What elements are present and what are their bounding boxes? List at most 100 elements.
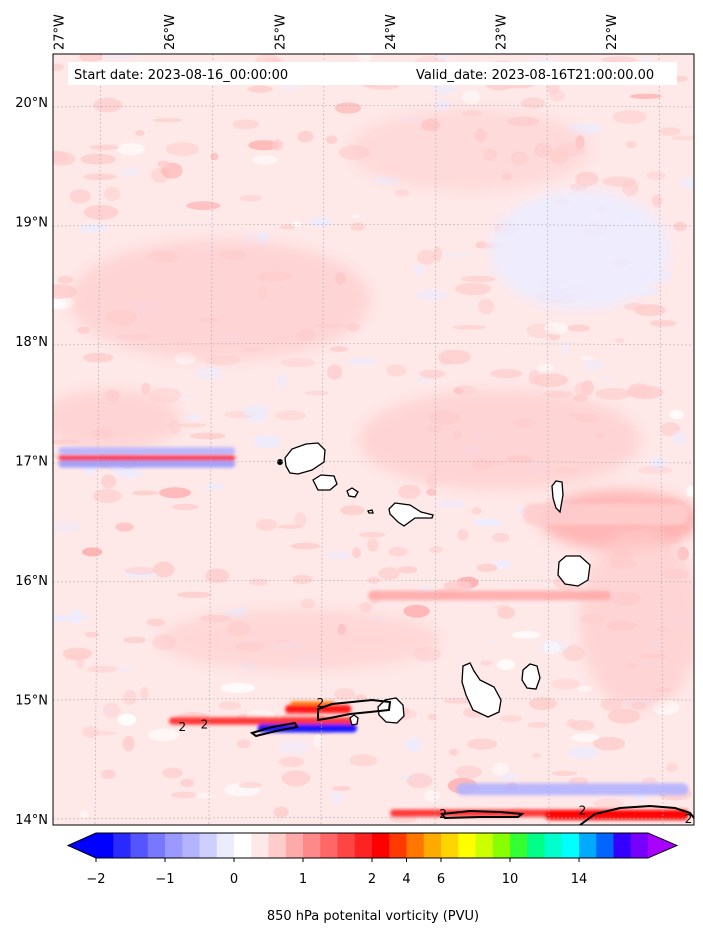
pv-speckle <box>623 302 647 311</box>
pv-speckle <box>84 631 100 638</box>
pv-speckle <box>577 685 593 692</box>
colorbar-segment <box>354 833 373 858</box>
pv-speckle <box>461 275 496 283</box>
island-fogo <box>377 697 405 724</box>
pv-speckle <box>575 171 599 187</box>
pv-speckle <box>567 746 599 759</box>
pv-speckle <box>412 264 425 276</box>
pv-speckle <box>104 54 137 61</box>
pv-speckle <box>574 382 589 397</box>
pv-speckle <box>511 631 541 639</box>
pv-speckle <box>350 222 365 231</box>
pv-speckle <box>180 778 194 788</box>
y-tick-label: 19°N <box>15 215 48 230</box>
pv-speckle <box>140 687 149 700</box>
pv-speckle <box>349 754 378 767</box>
pv-speckle <box>273 806 289 818</box>
pv-patch <box>70 240 370 360</box>
pv-speckle <box>544 322 569 335</box>
pv-speckle <box>146 618 166 627</box>
pv-speckle <box>435 54 451 60</box>
pv-speckle <box>492 762 510 776</box>
pv-speckle <box>457 529 469 541</box>
colorbar-segment <box>579 833 597 858</box>
pv-speckle <box>528 697 557 711</box>
pv-speckle <box>443 698 475 704</box>
valid-date-label: Valid_date: 2023-08-16T21:00:00.00 <box>416 68 654 83</box>
meridian-23w <box>546 54 550 825</box>
pv-speckle <box>178 394 196 400</box>
pv-speckle <box>637 466 673 475</box>
parallel-14n <box>53 817 694 820</box>
colorbar-segment <box>320 833 339 858</box>
pv-speckle <box>304 390 329 396</box>
pv-speckle <box>158 487 192 499</box>
island-brava <box>349 714 359 726</box>
pv-speckle <box>467 738 497 750</box>
pv-speckle <box>452 325 487 330</box>
pv-speckle <box>414 289 449 301</box>
coastlines <box>284 442 591 726</box>
pv-speckle <box>330 346 349 352</box>
pv-speckle <box>593 736 626 751</box>
colorbar-segment <box>165 833 183 858</box>
pv-speckle <box>666 762 678 773</box>
pv-speckle <box>141 382 151 395</box>
x-tick-label: 24°W <box>384 14 399 50</box>
colorbar-segment <box>423 833 442 858</box>
pv-speckle <box>351 214 360 219</box>
colorbar-tick-label: 4 <box>402 872 410 887</box>
pv-speckle <box>403 604 430 618</box>
pv-speckle <box>118 713 137 726</box>
pv-speckle <box>686 485 694 498</box>
pv-speckle <box>177 423 207 428</box>
pv-speckle <box>279 224 296 230</box>
pv-speckle <box>165 142 200 156</box>
pv-speckle <box>359 602 373 613</box>
meridian-22w <box>658 54 664 825</box>
pv-speckle <box>79 54 103 62</box>
pv-speckle <box>325 550 350 560</box>
pv-contour-2 <box>317 698 392 722</box>
colorbar-segment <box>613 833 632 858</box>
pv-speckle <box>486 638 496 643</box>
pv-speckle <box>455 282 491 296</box>
pv-speckle <box>101 474 116 489</box>
pv-speckle <box>82 547 103 557</box>
pv-speckle <box>476 563 498 573</box>
colorbar-segment <box>372 833 390 858</box>
pv-speckle <box>551 678 580 690</box>
colorbar-segment <box>113 833 132 858</box>
pv-speckle <box>424 790 441 802</box>
info-box <box>68 62 677 85</box>
pv-speckle <box>247 85 273 93</box>
island-santo-antao <box>284 442 326 475</box>
x-axis-tick-labels: 27°W 26°W 25°W 24°W 23°W 22°W <box>53 14 621 50</box>
pv-speckle <box>490 369 523 379</box>
pv-speckle <box>110 467 133 473</box>
colorbar-segment <box>234 833 252 858</box>
y-tick-label: 15°N <box>15 694 48 709</box>
pv-speckle <box>388 546 408 557</box>
pv-speckle <box>480 660 493 666</box>
pv-speckle <box>532 373 569 388</box>
pv-speckle <box>378 567 400 580</box>
pv-speckle <box>406 773 433 789</box>
colorbar-title: 850 hPa potenital vorticity (PVU) <box>267 909 479 924</box>
pv-speckle <box>131 490 158 496</box>
pv-speckle <box>153 117 183 123</box>
colorbar-segment <box>406 833 425 858</box>
pv-speckle <box>210 152 219 161</box>
pv-speckle <box>280 358 316 368</box>
plot-area: 2 2 2 2 2 2 <box>53 54 694 825</box>
colorbar-segment <box>199 833 218 858</box>
pv-speckle <box>300 598 315 609</box>
pv-filament <box>169 717 357 725</box>
meridian-25w <box>320 54 325 825</box>
colorbar-segment <box>303 833 321 858</box>
x-tick-label: 27°W <box>53 14 68 50</box>
pv-speckle <box>473 518 503 527</box>
pv-speckle <box>64 654 89 661</box>
pv-speckle <box>291 574 313 584</box>
pv-speckle <box>89 144 120 151</box>
